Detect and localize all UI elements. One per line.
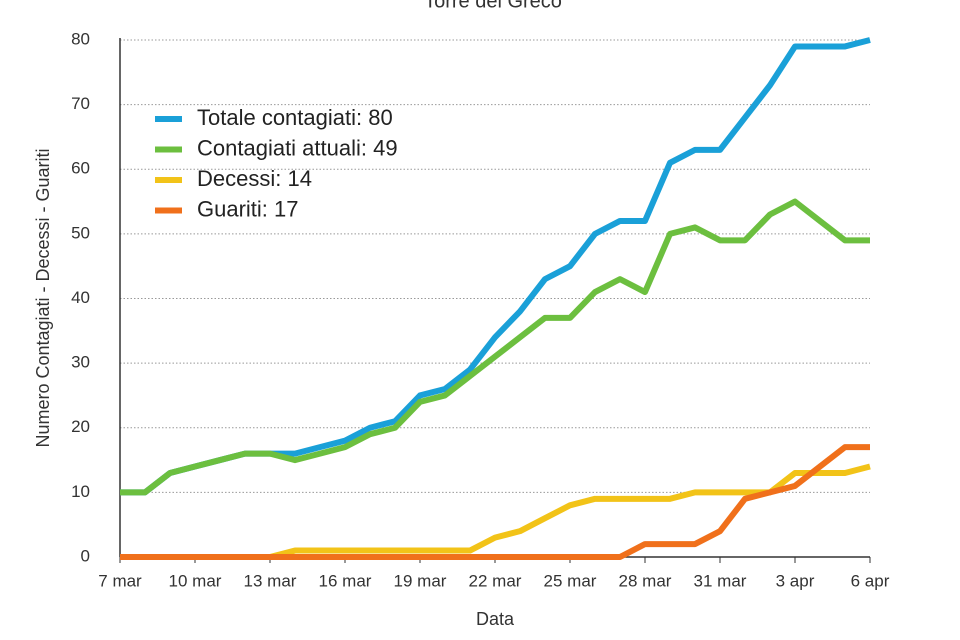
x-tick-label: 22 mar [469, 571, 522, 590]
x-tick-label: 25 mar [544, 571, 597, 590]
legend-label: Guariti: 17 [197, 196, 299, 221]
y-axis-label: Numero Contagiati - Decessi - Guariti [33, 148, 53, 447]
legend-label: Decessi: 14 [197, 166, 312, 191]
y-tick-label: 20 [71, 417, 90, 436]
y-tick-label: 10 [71, 482, 90, 501]
y-tick-label: 40 [71, 288, 90, 307]
y-tick-label: 80 [71, 29, 90, 48]
x-tick-label: 13 mar [244, 571, 297, 590]
x-tick-label: 3 apr [776, 571, 815, 590]
x-tick-label: 10 mar [169, 571, 222, 590]
legend-label: Contagiati attuali: 49 [197, 135, 398, 160]
y-tick-label: 70 [71, 94, 90, 113]
series-line [120, 444, 870, 560]
x-tick-label: 6 apr [851, 571, 890, 590]
y-tick-label: 50 [71, 223, 90, 242]
x-tick-label: 28 mar [619, 571, 672, 590]
series-line [120, 463, 871, 560]
y-tick-label: 30 [71, 353, 90, 372]
x-tick-label: 16 mar [319, 571, 372, 590]
x-axis-label: Data [476, 609, 515, 629]
x-tick-label: 19 mar [394, 571, 447, 590]
x-tick-label: 7 mar [98, 571, 142, 590]
y-tick-label: 60 [71, 159, 90, 178]
x-tick-label: 31 mar [694, 571, 747, 590]
legend-label: Totale contagiati: 80 [197, 105, 393, 130]
y-tick-label: 0 [81, 546, 90, 565]
series-line [120, 198, 870, 496]
chart-title: Torre del Greco [424, 0, 562, 12]
